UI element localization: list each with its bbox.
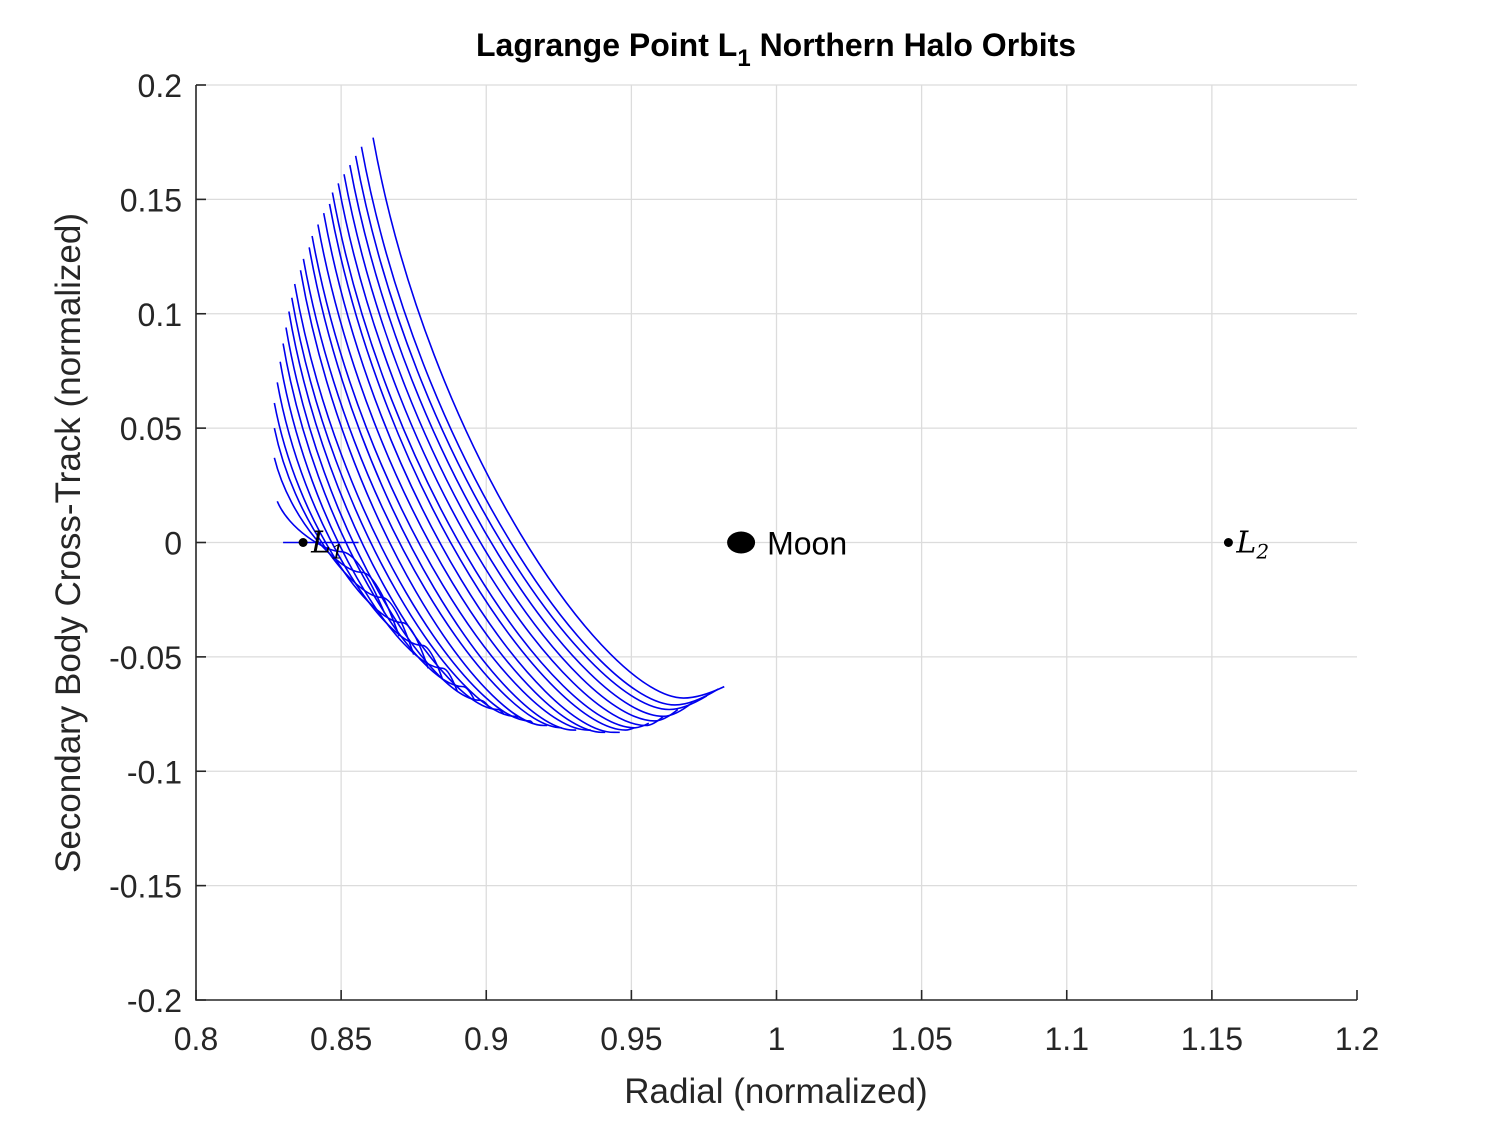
halo-orbit-13 bbox=[299, 270, 548, 727]
x-tick-label: 1.15 bbox=[1181, 1021, 1243, 1057]
y-tick-label: 0.05 bbox=[120, 411, 182, 447]
halo-orbit-14 bbox=[302, 258, 563, 729]
chart-title-suffix: Northern Halo Orbits bbox=[751, 27, 1076, 63]
chart-title: Lagrange Point L1 Northern Halo Orbits bbox=[476, 27, 1076, 72]
axes bbox=[195, 84, 1358, 1001]
y-tick-label: 0 bbox=[164, 526, 182, 562]
chart-title-subscript: 1 bbox=[737, 45, 750, 72]
y-tick-label: -0.05 bbox=[109, 640, 182, 676]
halo-orbit-26 bbox=[372, 137, 725, 699]
y-tick-label: -0.15 bbox=[109, 869, 182, 905]
lagrange-point-letter: L bbox=[310, 526, 331, 561]
halo-orbit-9 bbox=[285, 327, 490, 708]
axis-lines bbox=[195, 85, 1357, 1001]
lagrange-point-marker bbox=[298, 538, 308, 547]
x-tick-label: 1 bbox=[768, 1021, 786, 1057]
halo-orbit-24 bbox=[354, 155, 708, 711]
halo-orbit-7 bbox=[279, 361, 458, 692]
x-tick-label: 1.1 bbox=[1045, 1021, 1089, 1057]
y-axis-label: Secondary Body Cross-Track (normalized) bbox=[49, 213, 88, 873]
halo-orbit-17 bbox=[317, 224, 606, 734]
x-tick-label: 1.05 bbox=[890, 1021, 952, 1057]
lagrange-point-letter: L bbox=[1235, 526, 1256, 561]
lagrange-points: L1 Moon L2 bbox=[298, 526, 1269, 564]
halo-orbit-18 bbox=[322, 212, 620, 734]
halo-orbit-19 bbox=[328, 203, 635, 731]
x-axis-label: Radial (normalized) bbox=[624, 1072, 927, 1111]
y-tick-label: 0.15 bbox=[120, 182, 182, 218]
lagrange-point-marker bbox=[1223, 538, 1233, 547]
halo-orbit-21 bbox=[337, 183, 664, 727]
chart-title-text: Lagrange Point L bbox=[476, 27, 737, 63]
halo-orbits bbox=[273, 137, 725, 734]
x-tick-labels: 0.8 0.85 0.9 0.95 1 1.05 1.1 1.15 1.2 bbox=[174, 1021, 1379, 1057]
lagrange-point-subscript: 1 bbox=[331, 540, 344, 564]
halo-orbit-20 bbox=[331, 192, 650, 729]
y-tick-label: -0.1 bbox=[127, 754, 182, 790]
moon-label: Moon bbox=[767, 526, 847, 562]
halo-orbit-4 bbox=[273, 427, 415, 655]
y-tick-label: 0.1 bbox=[138, 297, 182, 333]
y-tick-labels: 0.2 0.15 0.1 0.05 0 -0.05 -0.1 -0.15 -0.2 bbox=[109, 68, 182, 1019]
x-tick-label: 0.8 bbox=[174, 1021, 218, 1057]
halo-orbit-10 bbox=[288, 311, 505, 715]
y-tick-label: 0.2 bbox=[138, 68, 182, 104]
halo-orbit-2 bbox=[276, 501, 386, 614]
x-tick-label: 1.2 bbox=[1335, 1021, 1379, 1057]
halo-orbit-23 bbox=[349, 164, 693, 718]
lagrange-point-label: L2 bbox=[1235, 526, 1269, 564]
halo-orbit-25 bbox=[360, 146, 719, 706]
x-tick-label: 0.85 bbox=[310, 1021, 372, 1057]
halo-orbit-22 bbox=[343, 174, 679, 722]
y-tick-label: -0.2 bbox=[127, 983, 182, 1019]
halo-orbit-11 bbox=[290, 297, 519, 720]
lagrange-point-subscript: 2 bbox=[1255, 540, 1269, 564]
x-tick-label: 0.95 bbox=[600, 1021, 662, 1057]
halo-orbit-12 bbox=[293, 283, 534, 724]
moon-marker bbox=[727, 531, 756, 554]
x-tick-label: 0.9 bbox=[464, 1021, 508, 1057]
halo-orbit-15 bbox=[308, 247, 577, 731]
lagrange-point-label: L1 bbox=[310, 526, 344, 564]
